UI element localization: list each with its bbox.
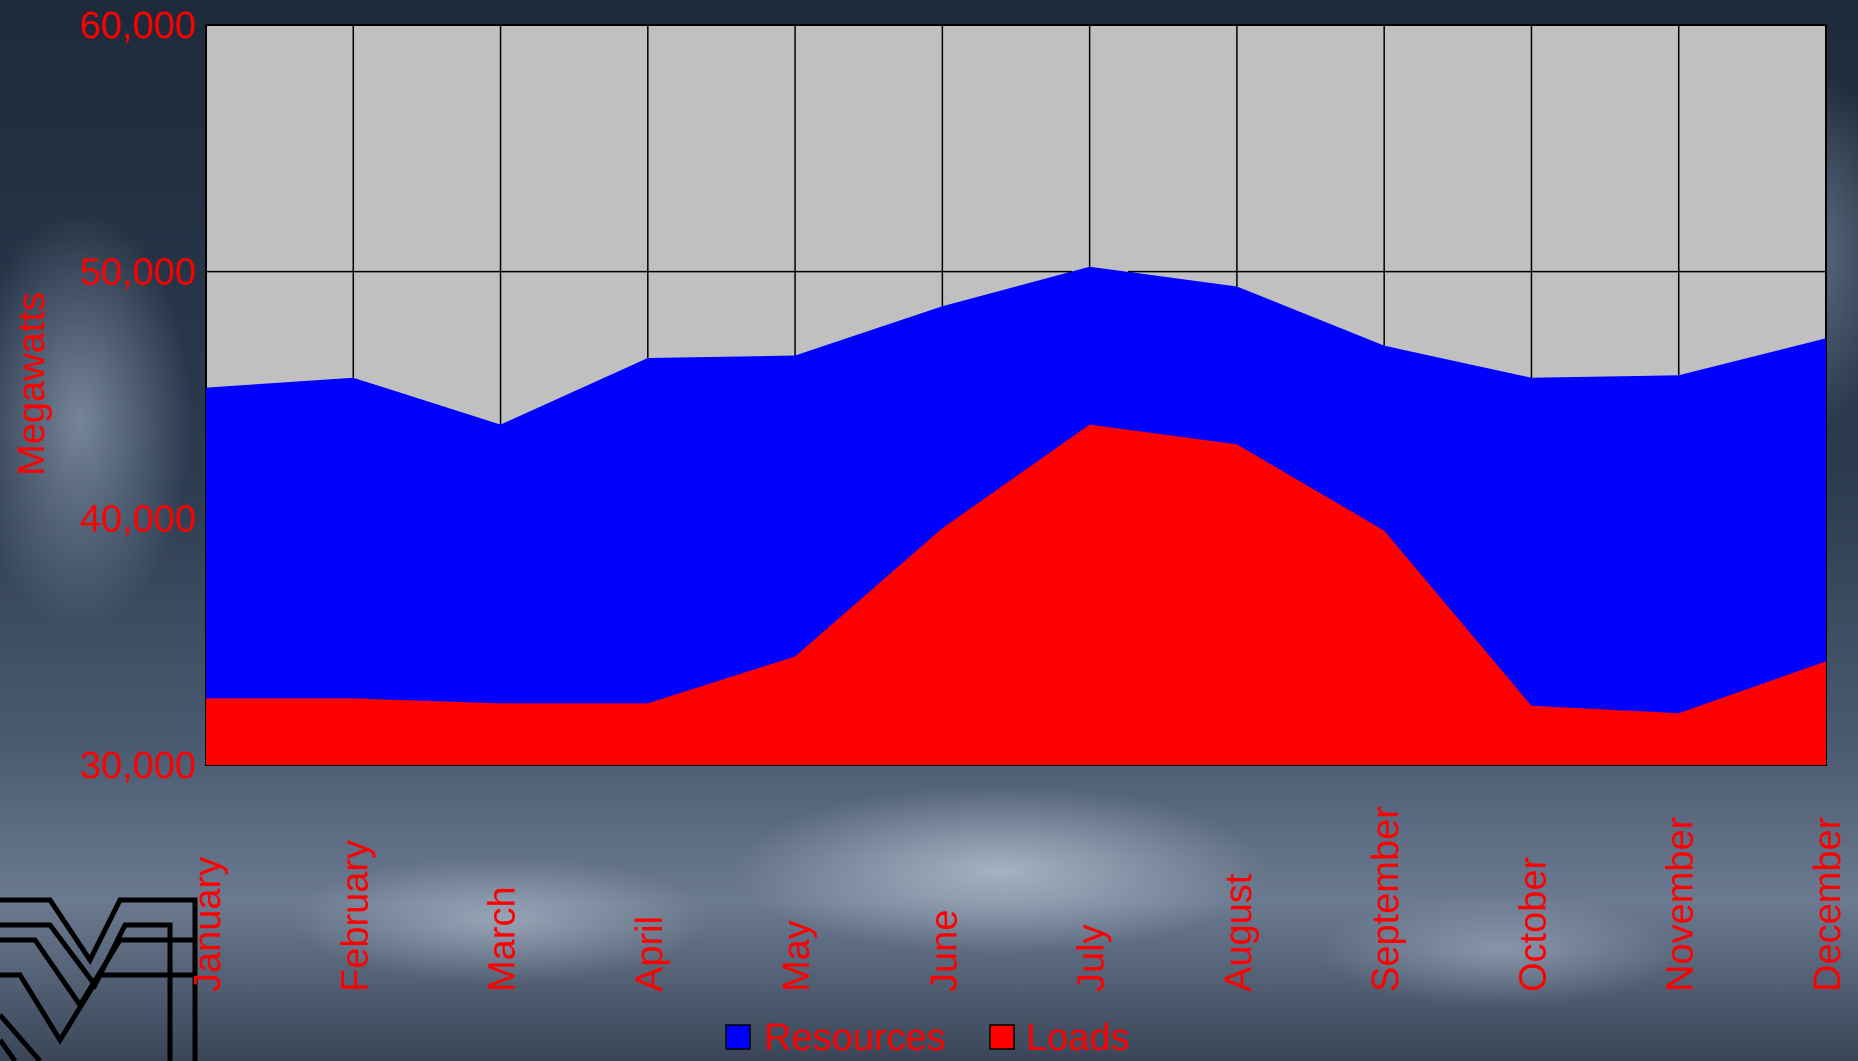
area-loads <box>206 424 1826 765</box>
y-tick-label: 50,000 <box>80 252 196 294</box>
x-tick-label: August <box>1218 873 1260 992</box>
y-tick-labels: 30,000 40,000 50,000 60,000 <box>80 5 196 787</box>
x-tick-label: November <box>1660 816 1702 992</box>
legend: Resources Loads <box>725 1017 1130 1059</box>
x-tick-label: February <box>334 840 376 992</box>
y-axis-title: Megawatts <box>11 292 53 476</box>
x-tick-label: September <box>1365 806 1407 992</box>
legend-swatch-loads <box>989 1024 1015 1050</box>
x-tick-label: March <box>482 886 524 992</box>
legend-label-resources: Resources <box>764 1017 946 1059</box>
x-tick-label: October <box>1512 856 1554 992</box>
logo-mark <box>0 897 198 1061</box>
grid-layer <box>206 25 1826 425</box>
x-tick-label: December <box>1807 816 1849 992</box>
y-tick-label: 60,000 <box>80 5 196 47</box>
legend-label-loads: Loads <box>1026 1017 1130 1059</box>
x-tick-label: May <box>776 920 818 992</box>
x-tick-label: January <box>187 857 229 992</box>
x-tick-label: June <box>923 910 965 992</box>
y-tick-label: 30,000 <box>80 745 196 787</box>
legend-swatch-resources <box>725 1024 751 1050</box>
y-tick-label: 40,000 <box>80 498 196 540</box>
x-tick-labels: January February March April May June July Augu… <box>187 806 1849 992</box>
series-layer <box>206 266 1826 765</box>
x-tick-label: April <box>629 916 671 992</box>
x-tick-label: July <box>1071 924 1113 992</box>
